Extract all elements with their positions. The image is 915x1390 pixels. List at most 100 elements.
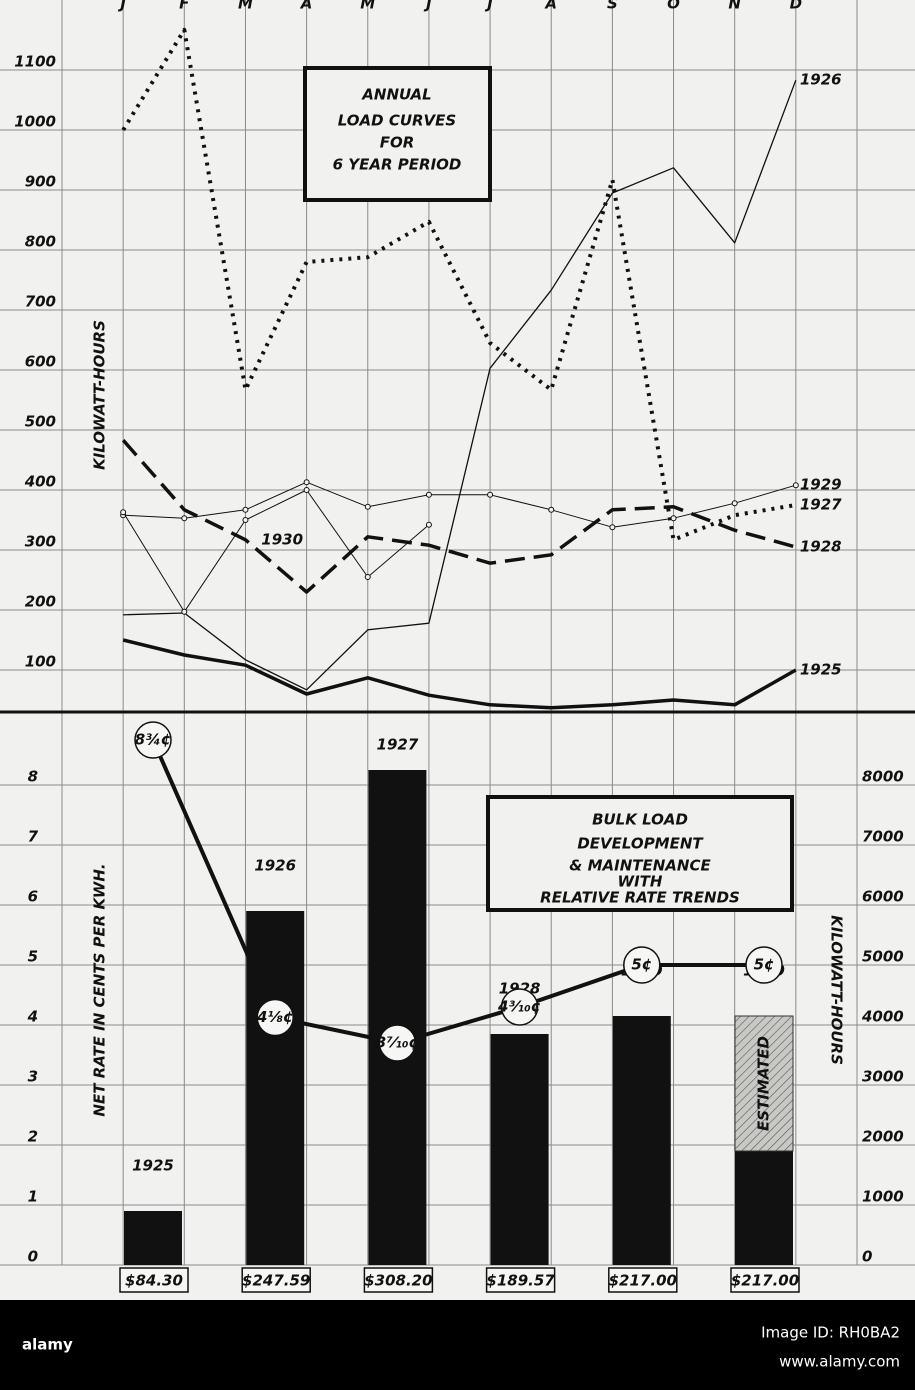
- y-tick-label: 700: [25, 293, 56, 311]
- series-line: [122, 638, 797, 710]
- point: [670, 515, 677, 522]
- revenue-box: [485, 1267, 556, 1293]
- point: [792, 482, 799, 489]
- title-box: [486, 795, 794, 912]
- y-tick-label: 400: [24, 473, 56, 491]
- y-tick-label: 300: [25, 533, 56, 551]
- y-tick-label: 1000: [14, 113, 56, 131]
- y-tick-label: 600: [25, 353, 56, 371]
- y2-tick-label: 5000: [862, 948, 904, 966]
- x-tick-label: 1926: [254, 857, 296, 875]
- x-tick-label: M: [360, 0, 375, 13]
- revenue-box: [608, 1267, 678, 1293]
- y-tick-label: 1: [28, 1188, 38, 1206]
- series-label: 1927: [800, 496, 842, 514]
- rate-point: [500, 988, 539, 1026]
- x-tick-label: M: [238, 0, 253, 13]
- series-line: [123, 481, 796, 528]
- point: [364, 574, 371, 580]
- point: [364, 503, 371, 510]
- footer-band: [0, 1300, 915, 1390]
- revenue-label: $84.30: [125, 1272, 183, 1290]
- point: [303, 479, 310, 486]
- revenue-box: [730, 1267, 800, 1293]
- footer-brand: alamy: [22, 1336, 73, 1354]
- x-tick-label: D: [790, 0, 802, 13]
- y2-tick-label: 2000: [862, 1128, 904, 1146]
- x-tick-label: J: [117, 0, 126, 13]
- series-line: [122, 489, 430, 613]
- x-tick-label: 1925: [132, 1157, 174, 1175]
- series-label: 1926: [800, 71, 842, 89]
- y-tick-label: 4: [27, 1008, 38, 1026]
- x-tick-label: F: [179, 0, 190, 13]
- rate-point: [623, 946, 661, 984]
- point: [425, 491, 432, 498]
- footer-id: Image ID: RH0BA2: [761, 1324, 900, 1342]
- point: [242, 506, 249, 513]
- y-tick-label: 7: [28, 828, 39, 846]
- revenue-box: [363, 1267, 434, 1293]
- series-line: [123, 79, 797, 691]
- revenue-label: $217.00: [731, 1272, 799, 1290]
- rate-line: [151, 739, 764, 1045]
- title-line: FOR: [380, 134, 415, 152]
- bar: [490, 1034, 549, 1265]
- point: [487, 491, 494, 498]
- x-tick-label: J: [484, 0, 493, 13]
- x-tick-label: 1927: [377, 736, 419, 754]
- x-tick-label: J: [423, 0, 432, 13]
- bar-series-label: ESTIMATED: [755, 1036, 773, 1131]
- point: [425, 521, 432, 528]
- rate-point: [134, 721, 172, 759]
- bar: [246, 911, 305, 1265]
- series-label: 1929: [800, 476, 842, 494]
- revenue-box: [241, 1267, 311, 1293]
- point: [181, 608, 188, 615]
- y2-tick-label: 4000: [861, 1008, 904, 1026]
- title-line: ANNUAL: [361, 86, 431, 104]
- point: [548, 506, 555, 513]
- y2-tick-label: 6000: [862, 888, 904, 906]
- rate-label: 5¢: [631, 956, 652, 974]
- x-tick-label: S: [607, 0, 618, 13]
- series-label: 1928: [800, 538, 842, 556]
- point: [242, 517, 249, 523]
- y2-tick-label: 1000: [862, 1188, 904, 1206]
- rate-point: [745, 946, 783, 984]
- y-tick-label: 8: [28, 768, 38, 786]
- y-tick-label: 1100: [14, 53, 56, 71]
- title-line: WITH: [618, 873, 663, 891]
- y-tick-label: 6: [28, 888, 38, 906]
- revenue-box: [119, 1267, 189, 1293]
- x-tick-label: A: [300, 0, 313, 13]
- y2-tick-label: 3000: [862, 1068, 904, 1086]
- x-tick-label: A: [544, 0, 557, 13]
- footer-url: www.alamy.com: [779, 1353, 900, 1371]
- y-tick-label: 900: [25, 173, 56, 191]
- y-tick-label: 3: [28, 1068, 38, 1086]
- y2-tick-label: 0: [862, 1248, 872, 1266]
- y-tick-label: 100: [25, 653, 56, 671]
- y-axis-title: KILOWATT-HOURS: [91, 320, 109, 470]
- y-tick-label: 800: [25, 233, 56, 251]
- x-tick-label: N: [728, 0, 741, 13]
- rate-label: 3⁷⁄₁₀¢: [376, 1034, 419, 1052]
- point: [120, 509, 127, 516]
- rate-point: [378, 1024, 417, 1062]
- y-tick-label: 5: [28, 948, 38, 966]
- y2-axis-title: KILOWATT-HOURS: [828, 915, 846, 1065]
- revenue-label: $308.20: [364, 1272, 432, 1290]
- y2-tick-label: 8000: [862, 768, 904, 786]
- y-tick-label: 2: [28, 1128, 38, 1146]
- title-line: 6 YEAR PERIOD: [333, 156, 462, 174]
- point: [181, 515, 188, 522]
- title-line: & MAINTENANCE: [569, 857, 711, 875]
- point: [609, 524, 616, 531]
- x-tick-label: O: [667, 0, 680, 13]
- bar: [368, 770, 427, 1265]
- title-line: DEVELOPMENT: [577, 835, 704, 853]
- y2-tick-label: 7000: [862, 828, 904, 846]
